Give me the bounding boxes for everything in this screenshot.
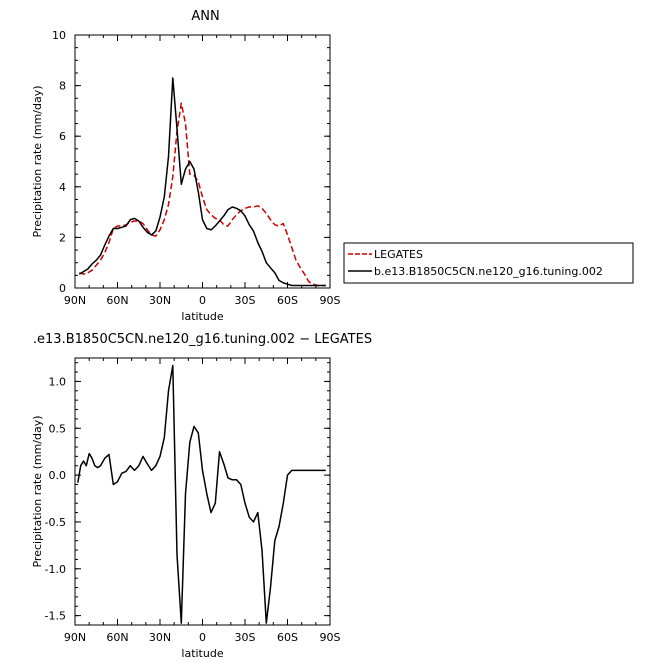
y-tick-label: 8: [59, 80, 66, 93]
y-axis-label: Precipitation rate (mm/day): [31, 85, 44, 237]
x-axis-label: latitude: [181, 310, 223, 323]
series-line-1: [77, 364, 326, 624]
y-tick-label: -1.0: [45, 563, 66, 576]
y-tick-label: 1.0: [49, 375, 67, 388]
y-tick-label: 2: [59, 231, 66, 244]
y-tick-label: 0: [59, 282, 66, 295]
series-line-2: [78, 77, 326, 287]
legend: LEGATES b.e13.B1850C5CN.ne120_g16.tuning.…: [343, 242, 634, 284]
y-tick-label: -1.5: [45, 610, 66, 623]
x-axis-label: latitude: [181, 647, 223, 660]
x-tick-label: 90N: [64, 631, 86, 644]
x-tick-label: 30S: [235, 631, 256, 644]
legend-box: [343, 242, 634, 284]
x-tick-label: 60S: [277, 294, 298, 307]
chart-title: .e13.B1850C5CN.ne120_g16.tuning.002 − LE…: [33, 332, 372, 347]
chart-panel-2: .e13.B1850C5CN.ne120_g16.tuning.002 − LE…: [31, 332, 372, 660]
x-tick-label: 60S: [277, 631, 298, 644]
x-tick-label: 90S: [320, 294, 341, 307]
x-tick-label: 30N: [149, 294, 171, 307]
x-tick-label: 60N: [106, 631, 128, 644]
series-line-1: [79, 102, 326, 287]
y-tick-label: -0.5: [45, 516, 66, 529]
y-tick-label: 4: [59, 181, 66, 194]
x-tick-label: 0: [199, 631, 206, 644]
x-tick-label: 90S: [320, 631, 341, 644]
y-tick-label: 0.5: [49, 422, 67, 435]
x-tick-label: 90N: [64, 294, 86, 307]
plot-frame: [74, 357, 331, 626]
y-tick-label: 10: [52, 29, 66, 42]
y-tick-label: 6: [59, 130, 66, 143]
x-tick-label: 0: [199, 294, 206, 307]
x-tick-label: 60N: [106, 294, 128, 307]
plot-frame: [74, 34, 331, 289]
chart-title: ANN: [191, 9, 219, 24]
legend-label-2: b.e13.B1850C5CN.ne120_g16.tuning.002: [374, 265, 603, 278]
y-axis-label: Precipitation rate (mm/day): [31, 415, 44, 567]
legend-label-1: LEGATES: [374, 248, 423, 261]
x-tick-label: 30N: [149, 631, 171, 644]
chart-panel-1: ANN 90N 60N 30N 0 30S 60S 90S 0 2 4 6 8 10 latitude Pre…: [31, 9, 634, 323]
y-tick-label: 0.0: [49, 469, 67, 482]
x-tick-label: 30S: [235, 294, 256, 307]
